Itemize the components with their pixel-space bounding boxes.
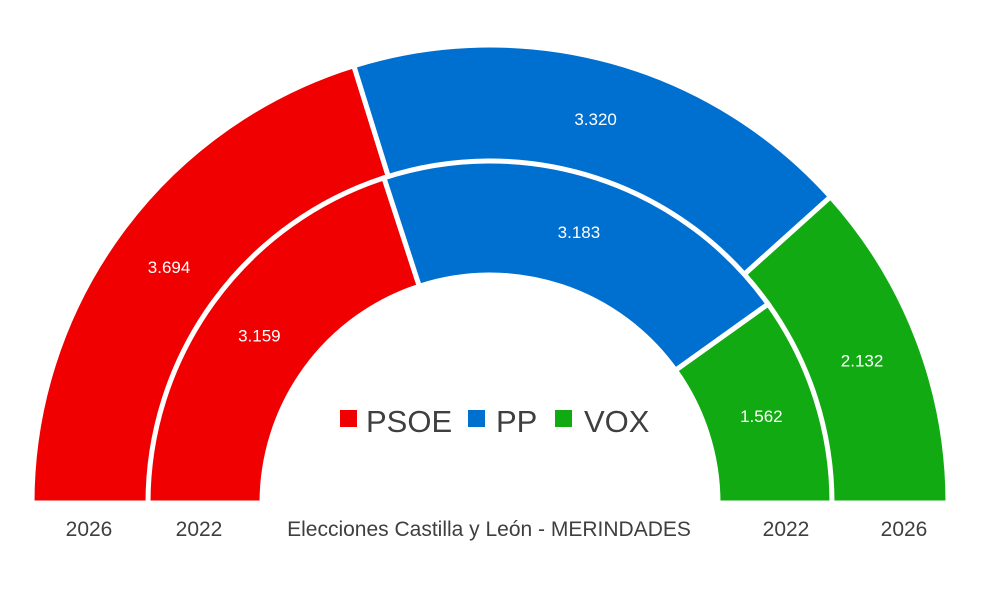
arc-pp-2022 — [380, 158, 772, 374]
legend-swatch-vox — [555, 410, 572, 427]
value-label-vox-2026: 2.132 — [841, 351, 884, 370]
value-label-psoe-2022: 3.159 — [238, 327, 281, 346]
value-label-pp-2022: 3.183 — [558, 223, 601, 242]
value-label-vox-2022: 1.562 — [740, 407, 783, 426]
arc-vox-2022 — [671, 300, 835, 506]
legend: PSOE PP VOX — [340, 404, 650, 439]
arc-psoe-2022 — [145, 174, 423, 506]
value-label-pp-2026: 3.320 — [574, 110, 617, 129]
year-label-right-outer: 2026 — [881, 518, 928, 541]
legend-label-vox: VOX — [584, 404, 650, 439]
legend-swatch-psoe — [340, 410, 357, 427]
chart-title: Elecciones Castilla y León - MERINDADES — [287, 518, 691, 541]
year-label-left-inner: 2022 — [176, 518, 223, 541]
year-label-right-inner: 2022 — [763, 518, 810, 541]
chart-arcs — [29, 42, 951, 506]
value-label-psoe-2026: 3.694 — [148, 258, 191, 277]
legend-label-pp: PP — [496, 404, 537, 439]
chart-value-labels: 3.694 3.320 2.132 3.159 3.183 1.562 — [148, 110, 884, 426]
legend-label-psoe: PSOE — [366, 404, 452, 439]
year-label-left-outer: 2026 — [66, 518, 113, 541]
legend-swatch-pp — [468, 410, 485, 427]
